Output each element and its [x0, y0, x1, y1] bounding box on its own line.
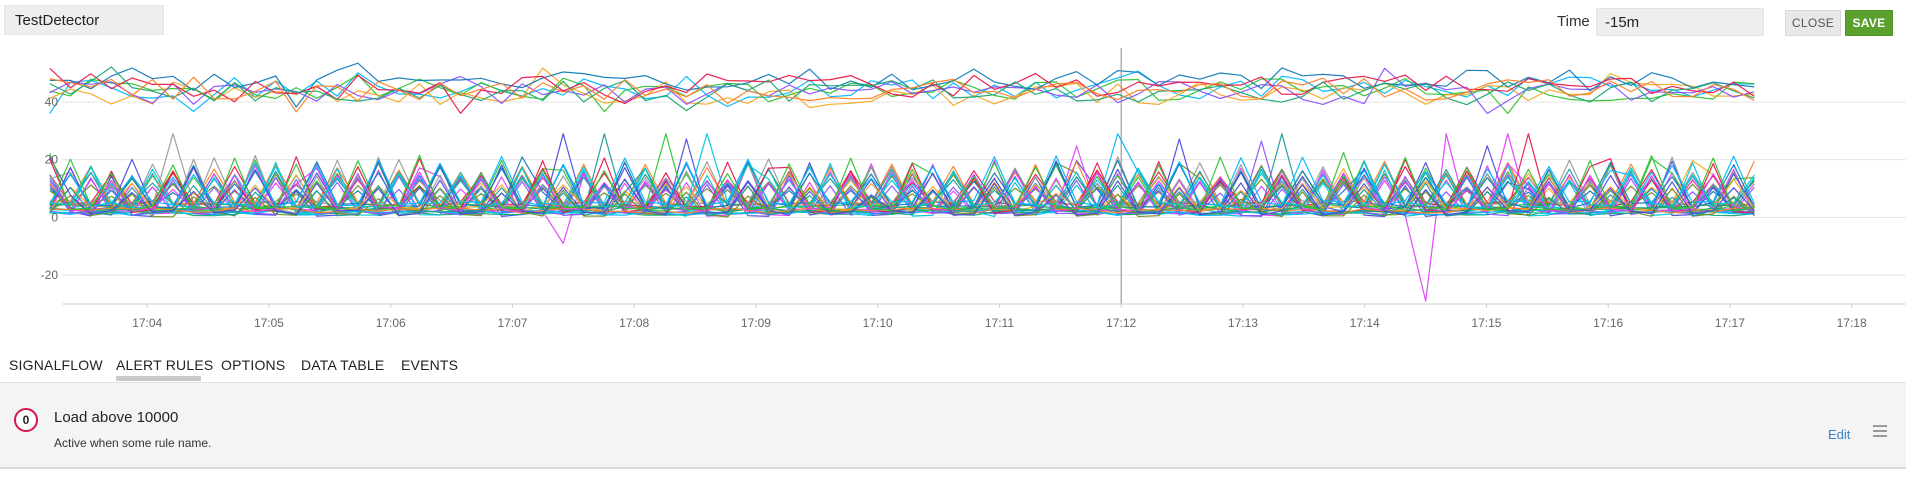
x-tick-label: 17:12 — [1106, 316, 1136, 330]
x-tick-label: 17:15 — [1471, 316, 1501, 330]
x-tick-label: 17:18 — [1837, 316, 1867, 330]
tab-options[interactable]: OPTIONS — [221, 357, 286, 373]
tab-bar: SIGNALFLOW ALERT RULES OPTIONS DATA TABL… — [0, 349, 600, 381]
x-tick-label: 17:05 — [254, 316, 284, 330]
tab-signalflow[interactable]: SIGNALFLOW — [9, 357, 103, 373]
x-tick-label: 17:10 — [863, 316, 893, 330]
series-line — [49, 67, 1755, 115]
x-tick-label: 17:06 — [376, 316, 406, 330]
close-button[interactable]: CLOSE — [1785, 10, 1841, 36]
y-tick-label: -20 — [41, 268, 59, 282]
series-line — [49, 133, 1755, 212]
edit-rule-link[interactable]: Edit — [1828, 427, 1851, 442]
time-series-chart[interactable]: 40 20 0 -20 17:04 17:05 17:06 17:07 17:08 17:09 17… — [0, 48, 1906, 338]
x-tick-label: 17:13 — [1228, 316, 1258, 330]
series-line — [49, 159, 1755, 209]
tab-data-table[interactable]: DATA TABLE — [301, 357, 385, 373]
series-line — [49, 76, 1755, 113]
x-tick-label: 17:16 — [1593, 316, 1623, 330]
detector-name-field[interactable]: TestDetector — [4, 5, 164, 35]
x-tick-label: 17:08 — [619, 316, 649, 330]
series-line — [49, 62, 1755, 108]
hamburger-menu-icon[interactable] — [1873, 425, 1887, 437]
series-line — [49, 133, 1755, 209]
series-line — [49, 133, 1755, 207]
time-label: Time — [1557, 13, 1590, 30]
series-line — [49, 67, 1755, 109]
series-line — [49, 171, 1755, 217]
alert-rule-row: 0 Load above 10000 Active when some rule… — [0, 382, 1906, 469]
series-line — [49, 66, 1755, 112]
rule-title: Load above 10000 — [54, 409, 179, 426]
series-line — [49, 167, 1755, 217]
y-tick-label: 20 — [45, 153, 59, 167]
rule-description: Active when some rule name. — [54, 436, 212, 450]
tab-alert-rules[interactable]: ALERT RULES — [116, 357, 214, 373]
series-line — [49, 133, 1755, 214]
x-tick-label: 17:04 — [132, 316, 162, 330]
x-tick-label: 17:09 — [741, 316, 771, 330]
y-tick-label: 40 — [45, 95, 59, 109]
x-tick-label: 17:07 — [497, 316, 527, 330]
active-tab-indicator — [116, 376, 201, 381]
x-tick-label: 17:14 — [1350, 316, 1380, 330]
series-line — [49, 138, 1755, 216]
time-range-input[interactable] — [1596, 8, 1764, 36]
severity-badge: 0 — [14, 408, 38, 432]
x-tick-label: 17:11 — [985, 316, 1014, 330]
x-tick-label: 17:17 — [1715, 316, 1745, 330]
y-tick-label: 0 — [51, 210, 58, 224]
save-button[interactable]: SAVE — [1845, 10, 1893, 36]
tab-events[interactable]: EVENTS — [401, 357, 459, 373]
